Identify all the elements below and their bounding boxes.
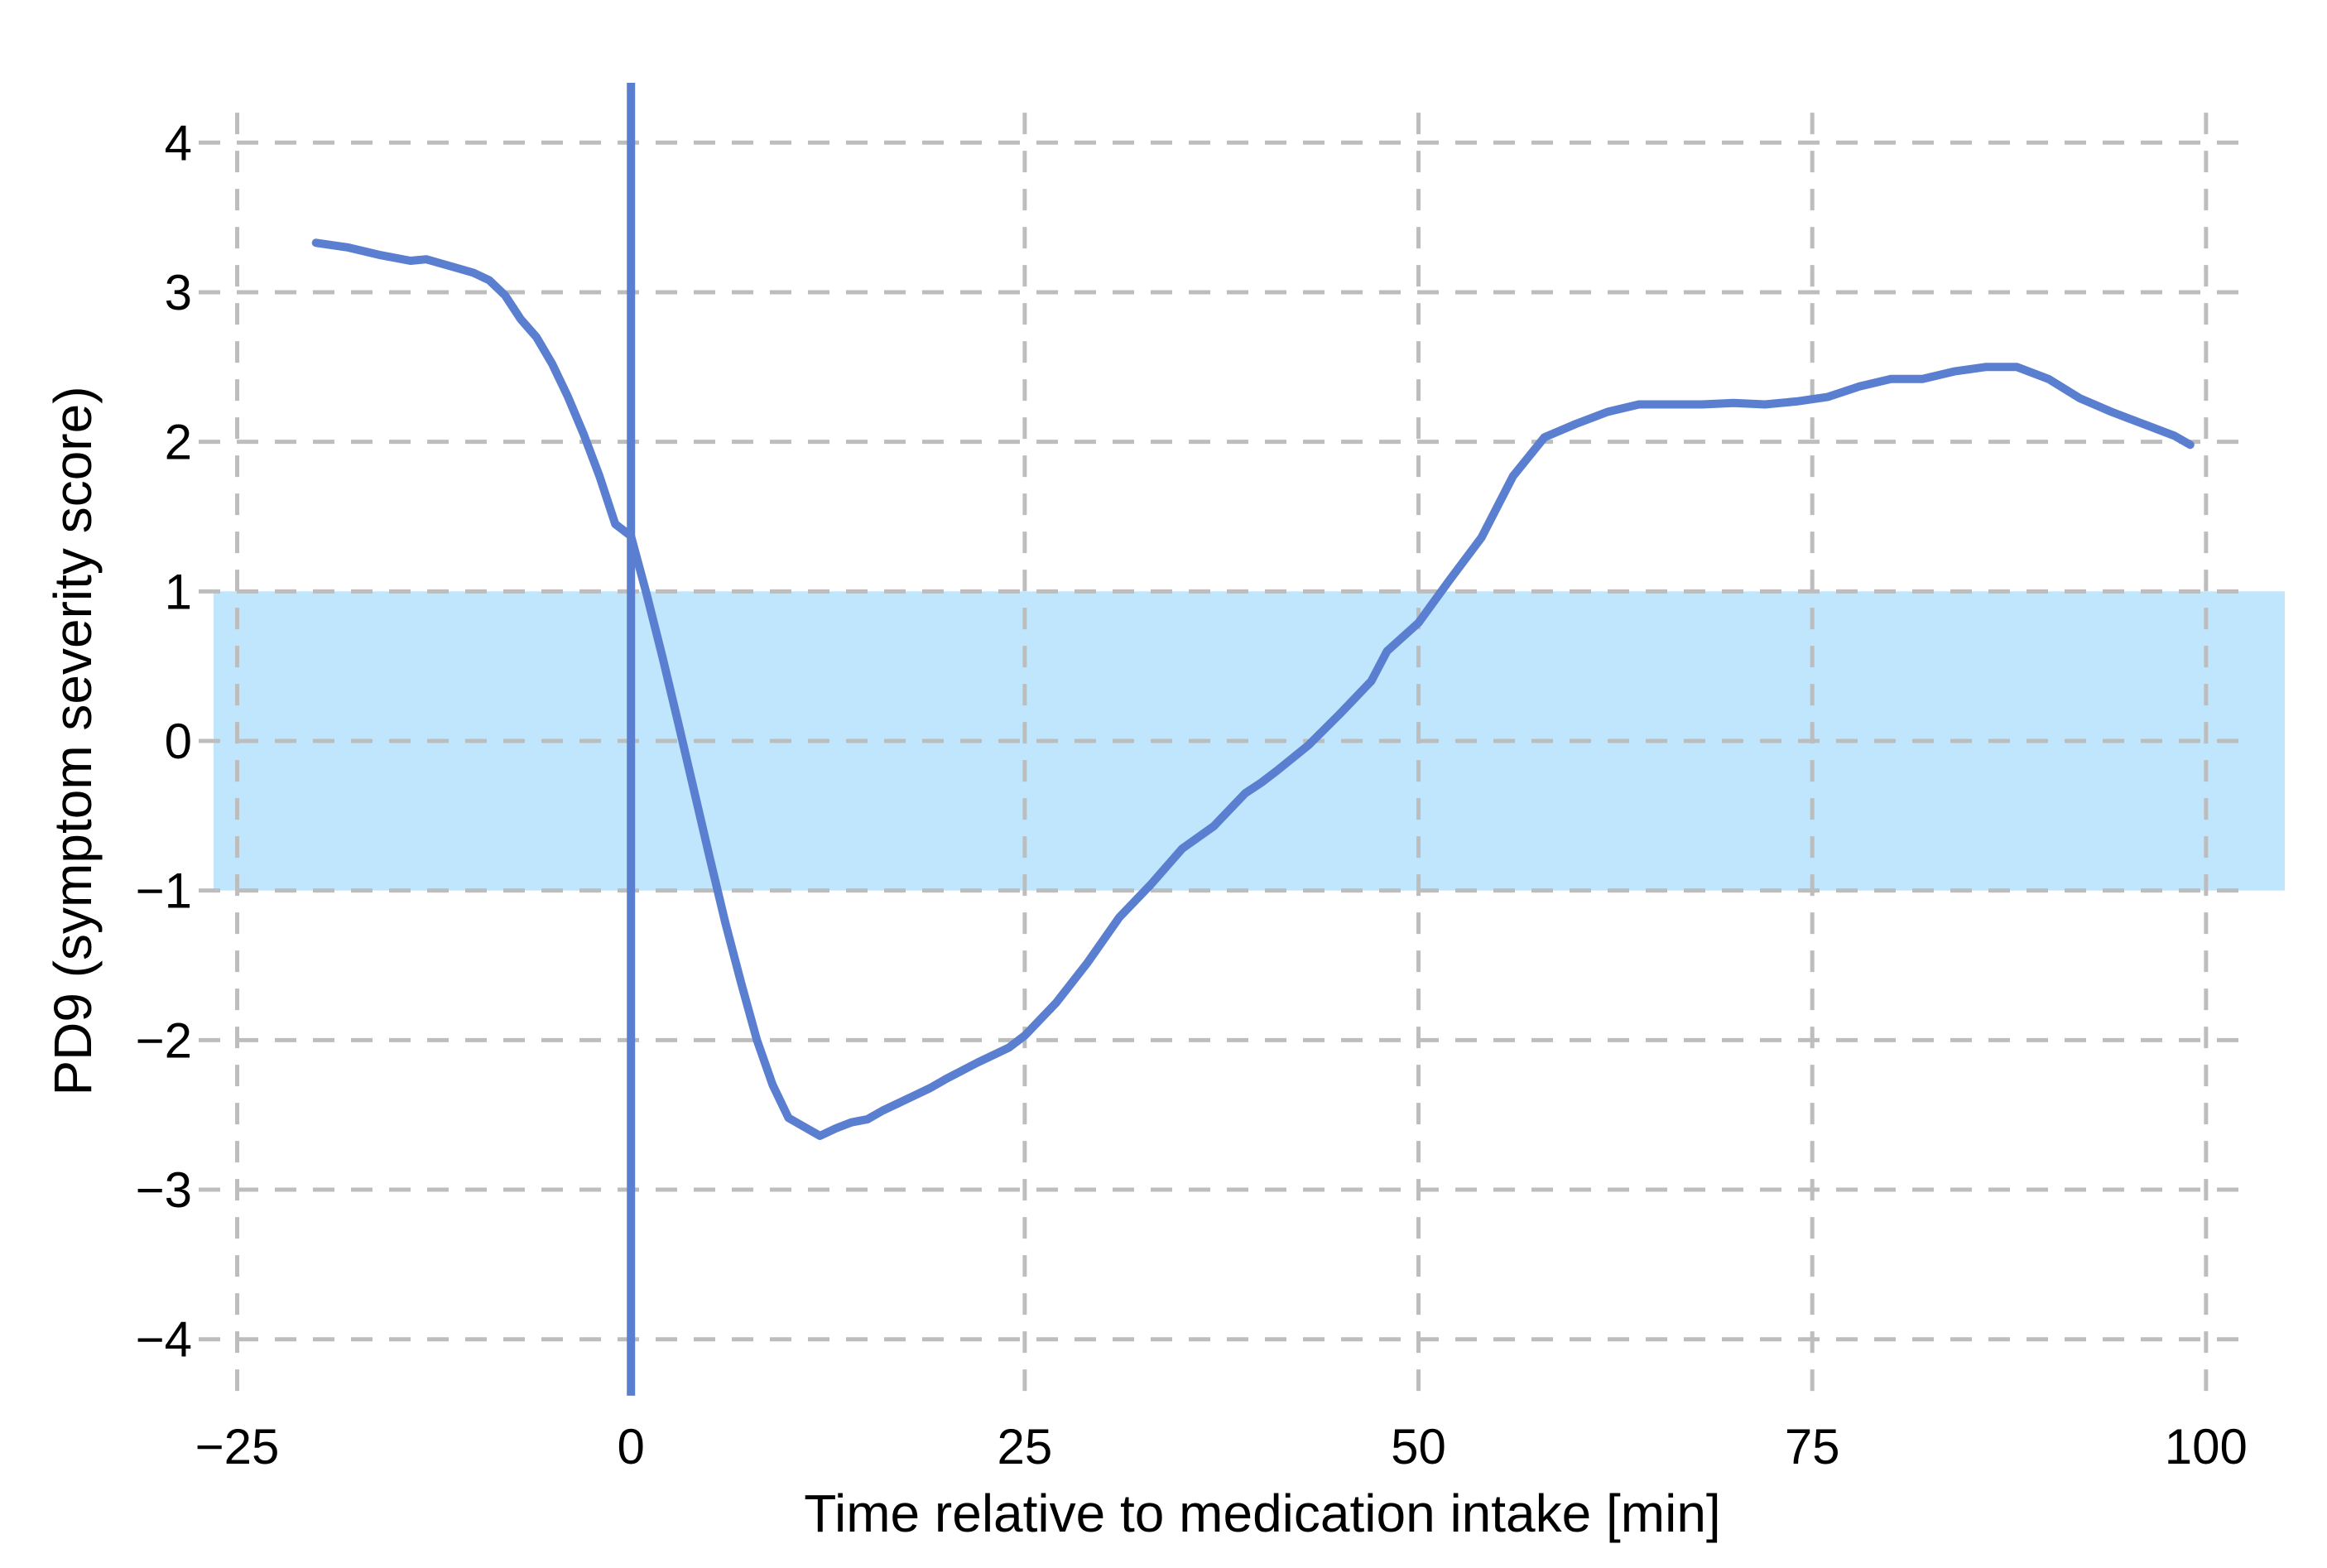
x-tick-label: 0: [618, 1419, 645, 1474]
series-line: [311, 238, 2195, 1140]
y-tick-labels: −4 −3 −2 −1 0 1 2 3 4: [136, 115, 192, 1367]
x-tick-label: 25: [997, 1419, 1052, 1474]
x-tick-label: 75: [1785, 1419, 1840, 1474]
series-layer: [311, 238, 2195, 1140]
x-tick-label: 50: [1391, 1419, 1446, 1474]
y-tick-label: 3: [165, 265, 192, 320]
y-tick-label: −4: [136, 1312, 192, 1368]
y-tick-label: 1: [165, 564, 192, 619]
y-tick-label: −1: [136, 863, 192, 919]
x-tick-labels: −25 0 25 50 75 100: [195, 1419, 2248, 1474]
y-tick-label: −2: [136, 1012, 192, 1068]
x-tick-label: −25: [195, 1419, 280, 1474]
x-tick-label: 100: [2165, 1419, 2248, 1474]
y-tick-label: 2: [165, 415, 192, 470]
y-axis-title: PD9 (symptom severity score): [43, 386, 103, 1095]
y-tick-label: −3: [136, 1162, 192, 1218]
y-tick-label: 4: [165, 115, 192, 171]
x-axis-title: Time relative to medication intake [min]: [804, 1484, 1720, 1543]
y-tick-label: 0: [165, 714, 192, 769]
